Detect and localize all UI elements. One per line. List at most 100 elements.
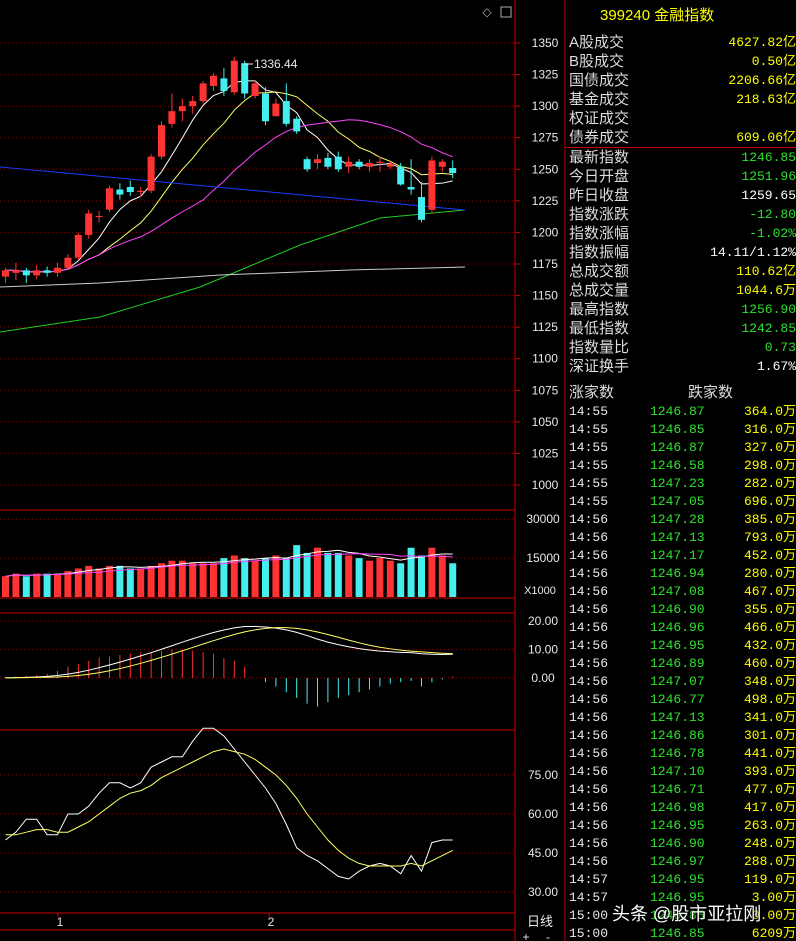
- kdj-d-line: [5, 748, 453, 867]
- tick-time: 14:55: [569, 422, 609, 437]
- stat-label: 总成交量: [569, 282, 630, 299]
- tick-price: 1247.23: [650, 476, 705, 491]
- stat-row: 基金成交 218.63亿: [566, 90, 796, 109]
- ma10-line: [5, 91, 453, 273]
- volume-bar: [33, 573, 41, 597]
- volume-bar: [418, 555, 425, 597]
- candle-body: [2, 270, 9, 277]
- stat-row: 指数涨幅 -1.02%: [566, 224, 796, 243]
- tick-row: 14:56 1247.08 467.0万: [566, 583, 796, 601]
- tick-row: 14:56 1246.89 460.0万: [566, 655, 796, 673]
- kdj-k-line: [5, 727, 453, 880]
- tick-time: 14:56: [569, 602, 609, 617]
- stat-row: A股成交 4627.82亿: [566, 33, 796, 52]
- tick-price: 1246.90: [650, 836, 705, 851]
- candle-body: [54, 267, 61, 273]
- price-tick-label: 1350: [532, 36, 559, 50]
- stat-row: 总成交额 110.62亿: [566, 262, 796, 281]
- tick-price: 1247.13: [650, 530, 705, 545]
- candle-body: [449, 168, 457, 174]
- watermark: 头条 @股市亚拉刚: [612, 904, 762, 924]
- tick-time: 14:56: [569, 656, 609, 671]
- stat-value: 1.67%: [756, 359, 796, 374]
- chart-area[interactable]: 1350 1325 1300 1275 1250 1225 1200 1175 1150 1125…: [0, 0, 566, 941]
- volume-bar: [376, 558, 384, 597]
- price-tick-label: 1100: [532, 352, 558, 366]
- stat-label: 最高指数: [569, 301, 630, 318]
- volume-bar: [314, 547, 321, 597]
- candle-body: [366, 162, 373, 167]
- stat-label: 昨日收盘: [569, 187, 630, 204]
- tick-time: 14:56: [569, 566, 609, 581]
- candle-body: [126, 186, 134, 193]
- tick-row: 14:55 1246.87 327.0万: [566, 439, 796, 457]
- zoom-in-button: +: [522, 930, 529, 941]
- stat-value: -12.80: [749, 207, 796, 222]
- ma120-line: [0, 266, 466, 288]
- tick-volume: 385.0万: [743, 512, 796, 527]
- tick-volume: 263.0万: [743, 818, 796, 833]
- volume-bar: [95, 568, 103, 597]
- candle-body: [428, 160, 436, 210]
- volume-ma5-line: [5, 549, 453, 577]
- period-label: 日线: [527, 914, 553, 929]
- volume-bar: [106, 565, 113, 597]
- tick-row: 14:56 1246.96 466.0万: [566, 619, 796, 637]
- tick-row: 14:56 1246.86 301.0万: [566, 727, 796, 745]
- stats-panel: A股成交 4627.82亿 B股成交 0.50亿 国债成交 2206.66亿 基金成交 218…: [566, 33, 796, 376]
- tick-volume: 460.0万: [743, 656, 796, 671]
- candle-body: [272, 103, 280, 117]
- tick-volume: 498.0万: [743, 692, 796, 707]
- tick-time: 14:56: [569, 620, 609, 635]
- tick-volume: 316.0万: [743, 422, 796, 437]
- tick-price: 1246.71: [650, 782, 705, 797]
- tick-volume: 432.0万: [743, 638, 796, 653]
- tick-volume: 301.0万: [743, 728, 796, 743]
- tick-volume: 364.0万: [743, 404, 796, 419]
- candle-body: [33, 270, 41, 276]
- tick-row: 14:57 1246.95 119.0万: [566, 871, 796, 889]
- stat-label: 指数涨幅: [569, 225, 630, 242]
- tick-volume: 327.0万: [743, 440, 796, 455]
- tick-volume: 467.0万: [743, 584, 796, 599]
- price-tick-label: 1050: [532, 415, 559, 429]
- volume-bar: [345, 555, 353, 597]
- expand-icon: [500, 6, 512, 18]
- volume-tick-label: 15000: [526, 551, 560, 565]
- tick-time: 14:56: [569, 530, 609, 545]
- tick-time: 14:55: [569, 458, 609, 473]
- volume-bar: [189, 563, 197, 597]
- tick-row: 14:57 1246.95 3.00万: [566, 889, 796, 907]
- volume-bar: [126, 568, 134, 597]
- tick-list[interactable]: 14:55 1246.87 364.0万 14:55 1246.85 316.0万 14:5…: [566, 403, 796, 941]
- tick-price: 1246.87: [650, 404, 705, 419]
- tick-row: 14:56 1247.07 348.0万: [566, 673, 796, 691]
- x-axis-label-1: 1: [57, 915, 64, 929]
- stat-value: 4627.82亿: [728, 35, 796, 50]
- tick-volume: 119.0万: [743, 872, 796, 887]
- stat-row: 指数涨跌 -12.80: [566, 205, 796, 224]
- tick-volume: 6209万: [751, 926, 796, 941]
- tick-price: 1246.95: [650, 638, 705, 653]
- tick-price: 1246.85: [650, 908, 705, 923]
- tick-row: 14:56 1247.13 341.0万: [566, 709, 796, 727]
- tick-time: 14:55: [569, 494, 609, 509]
- stat-value: 1246.85: [741, 150, 796, 165]
- price-tick-label: 1175: [532, 257, 558, 271]
- candle-body: [355, 161, 363, 167]
- ma5-line: [5, 80, 453, 273]
- tick-volume: 282.0万: [743, 476, 796, 491]
- price-tick-label: 1075: [532, 383, 559, 397]
- tick-price: 1246.94: [650, 566, 705, 581]
- volume-bar: [324, 552, 332, 597]
- tick-time: 14:55: [569, 476, 609, 491]
- stat-label: 国债成交: [569, 72, 630, 89]
- tick-volume: 298.0万: [743, 458, 796, 473]
- index-title: 399240 金融指数: [600, 7, 715, 24]
- tick-price: 1246.89: [650, 656, 705, 671]
- volume-bar: [43, 573, 51, 597]
- stat-label: B股成交: [569, 53, 625, 70]
- stat-label: 总成交额: [569, 263, 630, 280]
- price-tick-label: 1250: [532, 162, 559, 176]
- tick-time: 14:56: [569, 512, 609, 527]
